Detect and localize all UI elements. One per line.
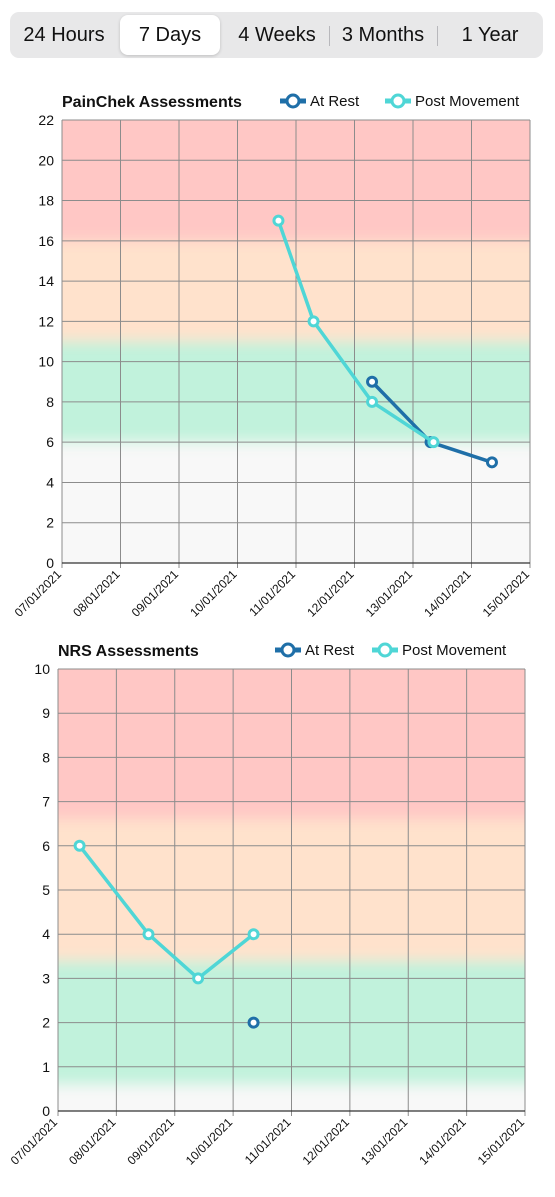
x-tick-label: 15/01/2021 [480,567,533,620]
y-tick-label: 5 [42,882,50,898]
data-point[interactable] [247,928,260,941]
time-range-segmented-control: 24 Hours 7 Days 4 Weeks 3 Months 1 Year [10,12,543,58]
y-tick-label: 0 [42,1103,50,1119]
legend-item: At Rest [280,93,360,110]
legend-item: Post Movement [385,93,520,110]
x-tick-label: 08/01/2021 [70,567,123,620]
y-tick-label: 20 [38,152,54,168]
series-line [276,218,436,444]
data-point[interactable] [247,1016,260,1029]
segment-4-weeks[interactable]: 4 Weeks [238,24,316,46]
legend-label: At Rest [310,93,360,110]
data-point[interactable] [192,972,205,985]
series-at-rest [247,1016,260,1029]
x-tick-label: 15/01/2021 [475,1115,528,1168]
series-post-movement [73,839,260,985]
data-point[interactable] [366,375,379,388]
y-tick-label: 16 [38,233,54,249]
chart-title: NRS Assessments [58,643,199,660]
x-tick-label: 07/01/2021 [12,567,65,620]
y-tick-label: 7 [42,794,50,810]
y-tick-label: 6 [46,434,54,450]
chart-title: PainChek Assessments [62,94,242,111]
y-tick-label: 0 [46,555,54,571]
data-point[interactable] [485,456,498,469]
painchek-assessments-chart: 0 2 4 6 8 10 12 14 16 18 20 22 07/01/2021 08/01/2021 0… [12,93,533,620]
y-tick-label: 9 [42,705,50,721]
data-point[interactable] [142,928,155,941]
x-tick-label: 13/01/2021 [363,567,416,620]
legend-marker-swatch [390,93,406,109]
data-point[interactable] [73,839,86,852]
y-tick-label: 22 [38,112,54,128]
segment-3-months[interactable]: 3 Months [341,24,425,46]
x-tick-label: 13/01/2021 [358,1115,411,1168]
nrs-assessments-chart: 0 1 2 3 4 5 6 7 8 9 10 07/01/2021 08/01/2021 09/01/20… [8,642,528,1168]
segment-divider [437,26,438,46]
y-tick-label: 4 [42,926,50,942]
x-tick-label: 07/01/2021 [8,1115,61,1168]
segment-24-hours[interactable]: 24 Hours [23,24,105,46]
data-point[interactable] [272,214,285,227]
x-tick-label: 12/01/2021 [304,567,357,620]
x-tick-label: 08/01/2021 [66,1115,119,1168]
y-tick-label: 12 [38,313,54,329]
y-tick-label: 2 [42,1015,50,1031]
y-tick-label: 8 [42,749,50,765]
y-tick-label: 8 [46,394,54,410]
y-tick-label: 18 [38,193,54,209]
legend-marker-swatch [280,642,296,658]
y-tick-label: 2 [46,515,54,531]
x-tick-label: 11/01/2021 [246,567,298,619]
legend-item: At Rest [275,642,355,659]
legend-item: Post Movement [372,642,507,659]
x-tick-label: 10/01/2021 [183,1115,236,1168]
y-tick-label: 1 [42,1059,50,1075]
series-line [77,844,256,981]
x-tick-label: 12/01/2021 [300,1115,353,1168]
grid [61,119,531,568]
data-point[interactable] [427,436,440,449]
x-tick-label: 14/01/2021 [421,567,474,620]
x-tick-label: 10/01/2021 [187,567,240,620]
x-tick-label: 09/01/2021 [125,1115,178,1168]
y-tick-label: 14 [38,273,54,289]
segment-1-year[interactable]: 1 Year [461,24,519,46]
legend-label: At Rest [305,642,355,659]
y-tick-label: 10 [34,661,50,677]
y-tick-label: 6 [42,838,50,854]
series-post-movement [272,214,440,449]
x-tick-label: 11/01/2021 [242,1115,294,1167]
legend-marker-swatch [377,642,393,658]
segment-7-days[interactable]: 7 Days [120,15,220,55]
segment-divider [329,26,330,46]
y-tick-label: 3 [42,970,50,986]
y-tick-label: 10 [38,354,54,370]
data-point[interactable] [366,395,379,408]
x-tick-label: 09/01/2021 [129,567,182,620]
x-tick-label: 14/01/2021 [416,1115,469,1168]
legend-label: Post Movement [402,642,507,659]
y-tick-label: 4 [46,474,54,490]
grid [57,668,526,1116]
legend-label: Post Movement [415,93,520,110]
legend-marker-swatch [285,93,301,109]
data-point[interactable] [307,315,320,328]
